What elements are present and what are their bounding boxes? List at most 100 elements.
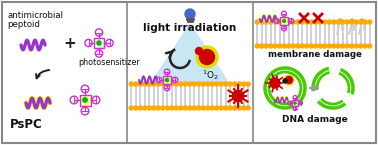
- Circle shape: [264, 44, 268, 48]
- Circle shape: [206, 106, 210, 110]
- Circle shape: [278, 44, 282, 48]
- Circle shape: [210, 82, 214, 86]
- Circle shape: [327, 20, 331, 24]
- Circle shape: [242, 82, 246, 86]
- Circle shape: [147, 82, 151, 86]
- Circle shape: [309, 20, 313, 24]
- Circle shape: [270, 78, 280, 88]
- Circle shape: [314, 20, 318, 24]
- Circle shape: [323, 44, 327, 48]
- Circle shape: [143, 82, 147, 86]
- Circle shape: [147, 106, 151, 110]
- Circle shape: [246, 106, 250, 110]
- Text: +: +: [64, 36, 76, 50]
- Circle shape: [359, 20, 363, 24]
- Circle shape: [264, 20, 268, 24]
- Circle shape: [336, 44, 340, 48]
- Circle shape: [318, 20, 322, 24]
- Circle shape: [224, 106, 228, 110]
- Circle shape: [134, 82, 138, 86]
- Circle shape: [350, 44, 354, 48]
- Text: PsPC: PsPC: [10, 118, 43, 131]
- Text: antimicrobial: antimicrobial: [7, 11, 63, 20]
- Text: membrane damage: membrane damage: [268, 50, 362, 59]
- Circle shape: [129, 106, 133, 110]
- Circle shape: [305, 20, 309, 24]
- Circle shape: [206, 82, 210, 86]
- Circle shape: [228, 106, 232, 110]
- Circle shape: [143, 106, 147, 110]
- Circle shape: [129, 82, 133, 86]
- Circle shape: [269, 44, 273, 48]
- Circle shape: [318, 44, 322, 48]
- Circle shape: [195, 48, 203, 55]
- Circle shape: [368, 44, 372, 48]
- Circle shape: [197, 106, 201, 110]
- Circle shape: [196, 46, 218, 68]
- Circle shape: [296, 44, 300, 48]
- Circle shape: [291, 20, 295, 24]
- Circle shape: [161, 82, 165, 86]
- Circle shape: [188, 82, 192, 86]
- Circle shape: [233, 82, 237, 86]
- Circle shape: [165, 106, 169, 110]
- Circle shape: [314, 44, 318, 48]
- Circle shape: [287, 20, 291, 24]
- Circle shape: [255, 44, 259, 48]
- Circle shape: [210, 106, 214, 110]
- Circle shape: [300, 20, 304, 24]
- FancyArrowPatch shape: [36, 70, 49, 78]
- Circle shape: [170, 106, 174, 110]
- Circle shape: [255, 20, 259, 24]
- Circle shape: [179, 82, 183, 86]
- Circle shape: [291, 44, 295, 48]
- Circle shape: [237, 82, 241, 86]
- Circle shape: [192, 106, 196, 110]
- Text: DNA damage: DNA damage: [282, 115, 348, 124]
- Circle shape: [197, 82, 201, 86]
- Circle shape: [242, 106, 246, 110]
- Circle shape: [192, 82, 196, 86]
- Circle shape: [345, 44, 349, 48]
- Circle shape: [185, 9, 195, 19]
- Circle shape: [332, 20, 336, 24]
- Circle shape: [188, 106, 192, 110]
- Polygon shape: [163, 76, 171, 84]
- Circle shape: [282, 44, 286, 48]
- Circle shape: [233, 106, 237, 110]
- Circle shape: [283, 79, 287, 83]
- FancyBboxPatch shape: [2, 2, 376, 143]
- Circle shape: [97, 41, 101, 45]
- Circle shape: [300, 44, 304, 48]
- Circle shape: [215, 82, 219, 86]
- Circle shape: [152, 106, 156, 110]
- Circle shape: [200, 49, 214, 65]
- Circle shape: [260, 44, 264, 48]
- Circle shape: [363, 20, 367, 24]
- Circle shape: [219, 82, 223, 86]
- Circle shape: [152, 82, 156, 86]
- Circle shape: [161, 106, 165, 110]
- Wedge shape: [329, 65, 341, 74]
- Circle shape: [83, 98, 87, 102]
- Circle shape: [138, 82, 142, 86]
- Circle shape: [345, 20, 349, 24]
- Circle shape: [201, 106, 205, 110]
- Circle shape: [354, 20, 358, 24]
- Circle shape: [309, 44, 313, 48]
- Circle shape: [359, 44, 363, 48]
- Circle shape: [305, 44, 309, 48]
- Wedge shape: [342, 93, 355, 106]
- Circle shape: [201, 82, 205, 86]
- Circle shape: [215, 106, 219, 110]
- Polygon shape: [152, 24, 228, 82]
- Circle shape: [174, 82, 178, 86]
- Polygon shape: [94, 38, 104, 48]
- Circle shape: [156, 82, 160, 86]
- Circle shape: [323, 20, 327, 24]
- Polygon shape: [280, 17, 288, 25]
- FancyArrowPatch shape: [310, 86, 318, 90]
- Circle shape: [282, 20, 286, 24]
- Circle shape: [170, 82, 174, 86]
- Circle shape: [228, 82, 232, 86]
